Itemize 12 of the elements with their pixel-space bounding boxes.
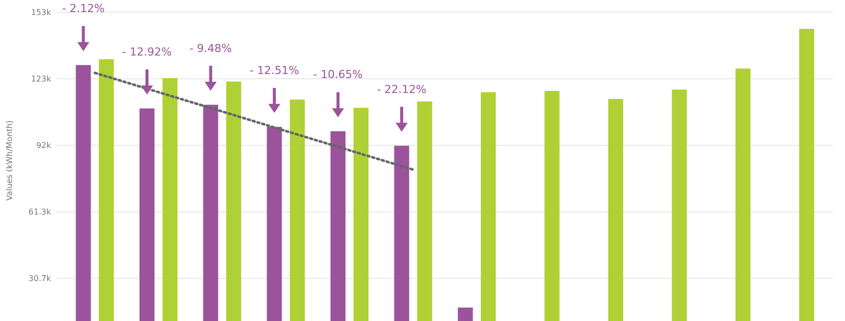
y-tick-label: 61.3k xyxy=(28,208,52,217)
annotation: - 9.48% xyxy=(189,42,232,55)
y-tick-label: 30.7k xyxy=(28,274,52,284)
y-tick-label: 92k xyxy=(36,141,52,150)
y-tick-label: 123k xyxy=(31,74,52,84)
annotation: - 12.51% xyxy=(250,64,300,77)
y-tick-label: 153k xyxy=(31,8,52,18)
annotation: - 22.12% xyxy=(376,82,426,96)
annotation: - 10.65% xyxy=(313,68,363,82)
annotation: - 12.92% xyxy=(122,45,172,58)
y-axis-title: Values (kWh/Month) xyxy=(5,120,14,201)
annotation: - 2.12% xyxy=(62,2,105,16)
